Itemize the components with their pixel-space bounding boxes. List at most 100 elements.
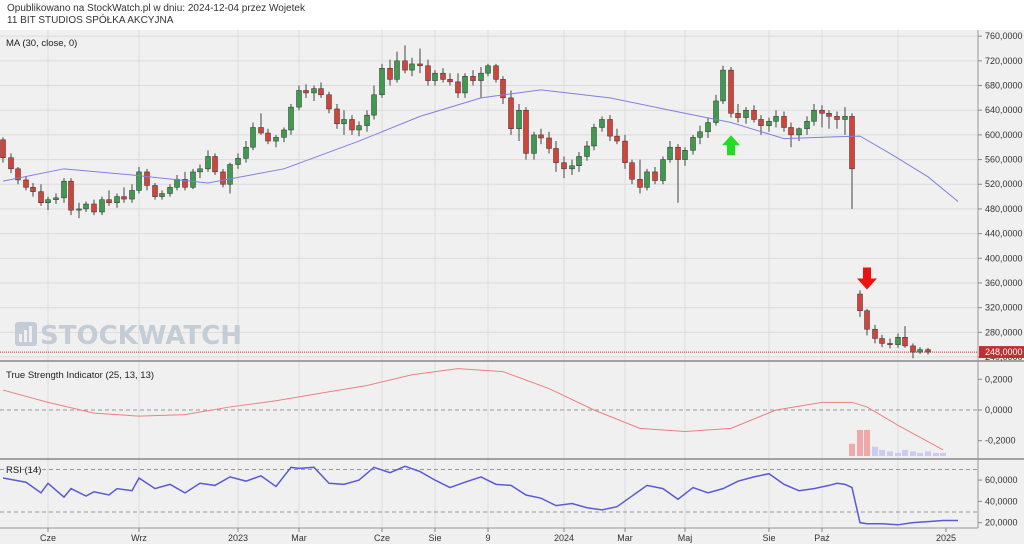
candle-up	[697, 131, 703, 138]
logo-bar-3	[29, 326, 32, 342]
candle-up	[311, 88, 317, 94]
candle-up	[485, 65, 491, 74]
price-tick-label: 720,0000	[985, 56, 1023, 66]
candle-up	[409, 63, 415, 71]
candle-up	[129, 190, 135, 200]
last-price-badge	[979, 346, 1024, 359]
candle-up	[167, 187, 173, 194]
time-tick-label: Paź	[814, 533, 830, 543]
price-tick-label: 760,0000	[985, 31, 1023, 41]
candle-up	[83, 203, 89, 210]
candle-up	[576, 156, 582, 166]
candle-down	[144, 171, 150, 186]
candle-up	[364, 114, 370, 126]
candle-down	[387, 68, 393, 80]
candle-down	[781, 116, 787, 128]
candle-down	[8, 157, 14, 170]
candle-down	[440, 72, 446, 80]
time-tick-label: Wrz	[131, 533, 147, 543]
candle-down	[735, 113, 741, 118]
price-pane	[0, 30, 978, 360]
candle-up	[599, 119, 605, 128]
candle-up	[766, 121, 772, 126]
candle-up	[356, 125, 362, 131]
time-tick-label: 2023	[228, 533, 248, 543]
candle-down	[212, 156, 218, 173]
candle-down	[455, 81, 461, 94]
sell-signal-arrow-icon	[857, 267, 877, 290]
candle-down	[30, 187, 36, 192]
candle-down	[402, 60, 408, 71]
candle-down	[902, 337, 908, 347]
candle-down	[15, 168, 21, 181]
tsi-histogram-bar	[872, 446, 878, 456]
candle-down	[879, 338, 885, 344]
candle-down	[0, 139, 6, 158]
rsi-tick-label: 40,0000	[985, 496, 1018, 506]
candle-up	[394, 60, 400, 80]
stockwatch-logo: STOCKWATCH	[15, 321, 242, 351]
candle-up	[720, 69, 726, 102]
candle-up	[136, 171, 142, 191]
buy-signal-arrow-icon	[722, 135, 740, 156]
candle-up	[296, 90, 302, 108]
candle-up	[478, 72, 484, 81]
candle-down	[349, 119, 355, 131]
candle-up	[796, 128, 802, 136]
candle-down	[417, 63, 423, 67]
candle-down	[538, 134, 544, 139]
candle-up	[159, 193, 165, 197]
candle-down	[326, 94, 332, 110]
ma-pane-title: MA (30, close, 0)	[6, 38, 77, 49]
candle-down	[447, 79, 453, 83]
time-tick-label: 2025	[936, 533, 956, 543]
time-tick-label: Cze	[40, 533, 56, 543]
last-price-label: 248,0000	[985, 347, 1023, 357]
candle-down	[258, 127, 264, 134]
candle-down	[834, 116, 840, 120]
tsi-histogram-bar	[910, 451, 916, 456]
candle-up	[516, 109, 522, 129]
tsi-tick-label: 0,0000	[985, 405, 1013, 415]
tsi-histogram-bar	[895, 452, 901, 456]
tsi-histogram-bar	[940, 452, 946, 456]
price-tick-label: 360,0000	[985, 278, 1023, 288]
candle-up	[644, 171, 650, 188]
candle-up	[273, 137, 279, 142]
tsi-histogram-bar	[925, 451, 931, 456]
tsi-histogram-bar	[864, 429, 870, 456]
candle-down	[652, 171, 658, 181]
price-tick-label: 400,0000	[985, 253, 1023, 263]
candle-down	[152, 185, 158, 197]
candle-down	[849, 116, 855, 170]
candle-down	[857, 293, 863, 311]
candle-down	[470, 76, 476, 81]
candle-up	[713, 100, 719, 123]
candle-up	[917, 349, 923, 353]
rsi-pane-title: RSI (14)	[6, 465, 41, 476]
candle-down	[493, 65, 499, 80]
candle-up	[371, 94, 377, 116]
tsi-histogram-bar	[902, 449, 908, 456]
candle-down	[121, 196, 127, 200]
logo-bar-2	[24, 330, 27, 342]
candle-up	[690, 137, 696, 151]
candle-down	[220, 171, 226, 185]
candle-down	[614, 135, 620, 142]
watermark-text: STOCKWATCH	[40, 321, 242, 351]
tsi-histogram-bar	[879, 449, 885, 456]
candle-down	[561, 162, 567, 170]
rsi-line	[2, 465, 958, 526]
candle-down	[91, 203, 97, 213]
price-tick-label: 520,0000	[985, 179, 1023, 189]
candle-down	[872, 328, 878, 339]
candle-down	[728, 69, 734, 114]
candle-down	[607, 119, 613, 137]
chart-header: Opublikowano na StockWatch.pl w dniu: 20…	[0, 0, 1024, 30]
candle-up	[235, 158, 241, 165]
candle-up	[174, 179, 180, 188]
candle-up	[462, 76, 468, 94]
candle-up	[743, 109, 749, 118]
candle-down	[38, 191, 44, 204]
candle-up	[804, 121, 810, 129]
